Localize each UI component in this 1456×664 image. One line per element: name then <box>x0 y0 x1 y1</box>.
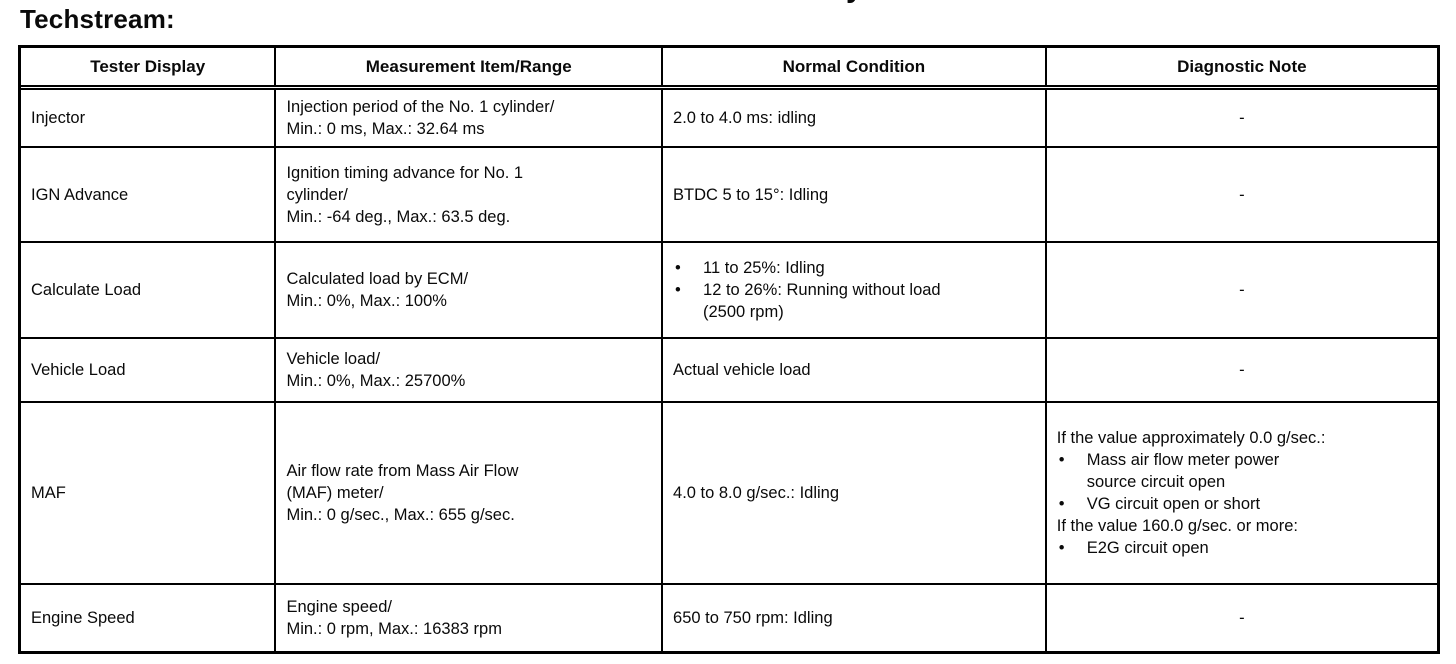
cell-diagnostic_note: - <box>1044 90 1437 146</box>
cell-diagnostic_note: If the value approximately 0.0 g/sec.: • M… <box>1044 403 1437 583</box>
cell-tester_display: Calculate Load <box>21 243 274 337</box>
cell-diagnostic_note: - <box>1044 585 1437 651</box>
bullet-item: • 11 to 25%: Idling <box>669 257 1035 279</box>
text-line: Engine Speed <box>31 609 135 627</box>
cell-normal_condition: Actual vehicle load <box>661 339 1045 401</box>
text-line: source circuit open <box>1086 473 1226 491</box>
cell-measurement_item_range: Ignition timing advance for No. 1 cylinde… <box>274 148 661 241</box>
text-line: - <box>1239 281 1245 299</box>
column-header-normal_condition: Normal Condition <box>661 48 1045 85</box>
text-line: - <box>1239 185 1245 204</box>
cell-normal_condition: • 11 to 25%: Idling • 12 to 26%: Running wi… <box>661 243 1045 337</box>
table-row: Engine Speed Engine speed/Min.: 0 rpm, Ma… <box>21 583 1437 651</box>
text-line: Min.: 0 rpm, Max.: 16383 rpm <box>286 620 502 638</box>
text-line: Min.: 0%, Max.: 100% <box>286 292 447 310</box>
text-line: 11 to 25%: Idling <box>703 259 825 277</box>
text-line: Calculated load by ECM/ <box>286 270 469 288</box>
text-line: Engine speed/ <box>286 598 392 616</box>
table-row: Injector Injection period of the No. 1 cy… <box>21 90 1437 146</box>
text-line: Injector <box>31 109 86 127</box>
text-line: - <box>1239 109 1245 127</box>
bullet-item: • VG circuit open or short <box>1053 493 1427 515</box>
bullet-icon: • <box>1058 451 1065 469</box>
bullet-icon: • <box>675 259 681 277</box>
text-line: Actual vehicle load <box>673 361 811 379</box>
cell-measurement_item_range: Calculated load by ECM/Min.: 0%, Max.: 1… <box>274 243 661 337</box>
text-line: Air flow rate from Mass Air Flow <box>286 462 519 480</box>
page-title: Techstream: <box>20 4 175 34</box>
text-line: Vehicle load/ <box>286 350 381 368</box>
cell-tester_display: Injector <box>21 90 274 146</box>
cell-normal_condition: BTDC 5 to 15°: Idling <box>661 148 1045 241</box>
cell-normal_condition: 650 to 750 rpm: Idling <box>661 585 1045 651</box>
column-header-tester_display: Tester Display <box>90 56 206 76</box>
table-header-row: Tester Display Measurement Item/Range Norm… <box>21 48 1437 90</box>
text-line: Ignition timing advance for No. 1 <box>286 163 524 182</box>
text-line: Vehicle Load <box>31 361 126 379</box>
cell-diagnostic_note: - <box>1044 339 1437 401</box>
table-row: Calculate Load Calculated load by ECM/Min… <box>21 241 1437 337</box>
bullet-item: • 12 to 26%: Running without load (2500 rp… <box>669 279 1035 323</box>
text-line: cylinder/ <box>286 185 348 204</box>
cell-normal_condition: 2.0 to 4.0 ms: idling <box>661 90 1045 146</box>
cell-normal_condition: 4.0 to 8.0 g/sec.: Idling <box>661 403 1045 583</box>
text-line: 12 to 26%: Running without load <box>703 281 941 299</box>
text-line: Min.: -64 deg., Max.: 63.5 deg. <box>286 207 511 226</box>
text-line: - <box>1239 361 1245 379</box>
cell-measurement_item_range: Injection period of the No. 1 cylinder/M… <box>274 90 661 146</box>
text-line: Min.: 0 ms, Max.: 32.64 ms <box>286 120 485 138</box>
text-line: IGN Advance <box>31 185 129 204</box>
text-line: MAF <box>31 484 66 502</box>
cell-tester_display: IGN Advance <box>21 148 274 241</box>
cell-measurement_item_range: Vehicle load/Min.: 0%, Max.: 25700% <box>274 339 661 401</box>
text-line: Calculate Load <box>31 281 142 299</box>
bullet-icon: • <box>1058 539 1065 557</box>
column-header-measurement_item_range: Measurement Item/Range <box>274 48 661 85</box>
bullet-item: • E2G circuit open <box>1053 537 1427 559</box>
cell-diagnostic_note: - <box>1044 243 1437 337</box>
text-line: Injection period of the No. 1 cylinder/ <box>286 98 555 116</box>
cell-diagnostic_note: - <box>1044 148 1437 241</box>
text-line: E2G circuit open <box>1086 539 1209 557</box>
text-line: - <box>1239 609 1245 627</box>
techstream-data-list-table: Tester Display Measurement Item/Range Norm… <box>18 45 1440 654</box>
text-line: (MAF) meter/ <box>286 484 384 502</box>
text-line: If the value approximately 0.0 g/sec.: <box>1056 429 1326 447</box>
text-line: Min.: 0%, Max.: 25700% <box>286 372 466 390</box>
column-header-diagnostic_note: Diagnostic Note <box>1044 48 1437 85</box>
text-line: (2500 rpm) <box>703 303 784 321</box>
cell-measurement_item_range: Engine speed/Min.: 0 rpm, Max.: 16383 rp… <box>274 585 661 651</box>
table-row: Vehicle Load Vehicle load/Min.: 0%, Max.:… <box>21 337 1437 401</box>
cell-measurement_item_range: Air flow rate from Mass Air Flow (MAF) me… <box>274 403 661 583</box>
text-line: Min.: 0 g/sec., Max.: 655 g/sec. <box>286 506 515 524</box>
bullet-icon: • <box>1058 495 1065 513</box>
text-line: 2.0 to 4.0 ms: idling <box>673 109 817 127</box>
text-line: 4.0 to 8.0 g/sec.: Idling <box>673 484 840 502</box>
text-line: If the value 160.0 g/sec. or more: <box>1056 517 1298 535</box>
cell-tester_display: MAF <box>21 403 274 583</box>
text-line: 650 to 750 rpm: Idling <box>673 609 833 627</box>
cutoff-text-fragment: y <box>846 0 872 6</box>
bullet-icon: • <box>675 281 681 299</box>
bullet-item: • Mass air flow meter power source circuit… <box>1053 449 1427 493</box>
cell-tester_display: Engine Speed <box>21 585 274 651</box>
table-body: Injector Injection period of the No. 1 cy… <box>21 90 1437 651</box>
text-line: VG circuit open or short <box>1086 495 1261 513</box>
table-row: IGN Advance Ignition timing advance for N… <box>21 146 1437 241</box>
cell-tester_display: Vehicle Load <box>21 339 274 401</box>
table-row: MAF Air flow rate from Mass Air Flow (MAF)… <box>21 401 1437 583</box>
text-line: BTDC 5 to 15°: Idling <box>673 185 829 204</box>
text-line: Mass air flow meter power <box>1086 451 1280 469</box>
